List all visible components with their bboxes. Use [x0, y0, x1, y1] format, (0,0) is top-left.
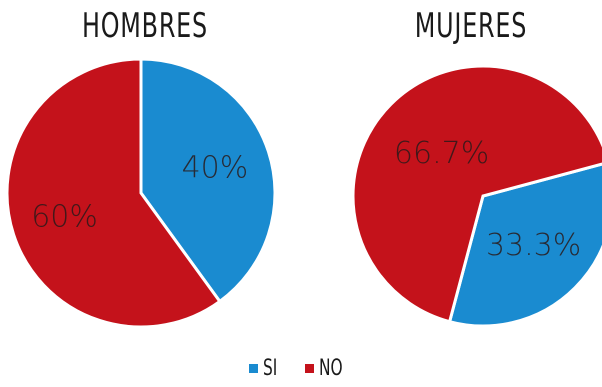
pie-mujeres: 33.3% 66.7%	[351, 64, 602, 328]
pie-hombres: 40% 60%	[5, 57, 277, 329]
legend-item-si: SI	[248, 356, 283, 381]
data-label-si: 33.3%	[486, 228, 581, 263]
legend-swatch-si	[248, 364, 258, 373]
legend-swatch-no	[305, 364, 315, 373]
data-label-no: 60%	[31, 199, 98, 234]
legend: SI NO	[0, 356, 602, 381]
chart-title-mujeres: MUJERES	[414, 6, 528, 46]
pie-slice-si	[447, 162, 602, 328]
chart-title-hombres: HOMBRES	[82, 6, 208, 46]
pie-slice-no	[351, 64, 602, 324]
data-label-si: 40%	[182, 150, 249, 185]
legend-label-si: SI	[262, 356, 278, 381]
pie-slice-si	[139, 57, 277, 304]
data-label-no: 66.7%	[394, 136, 489, 171]
legend-label-no: NO	[319, 356, 343, 381]
pie-slice-no	[5, 57, 222, 329]
legend-item-no: NO	[305, 356, 353, 381]
